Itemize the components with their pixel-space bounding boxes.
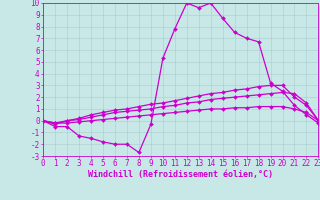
X-axis label: Windchill (Refroidissement éolien,°C): Windchill (Refroidissement éolien,°C) (88, 170, 273, 179)
